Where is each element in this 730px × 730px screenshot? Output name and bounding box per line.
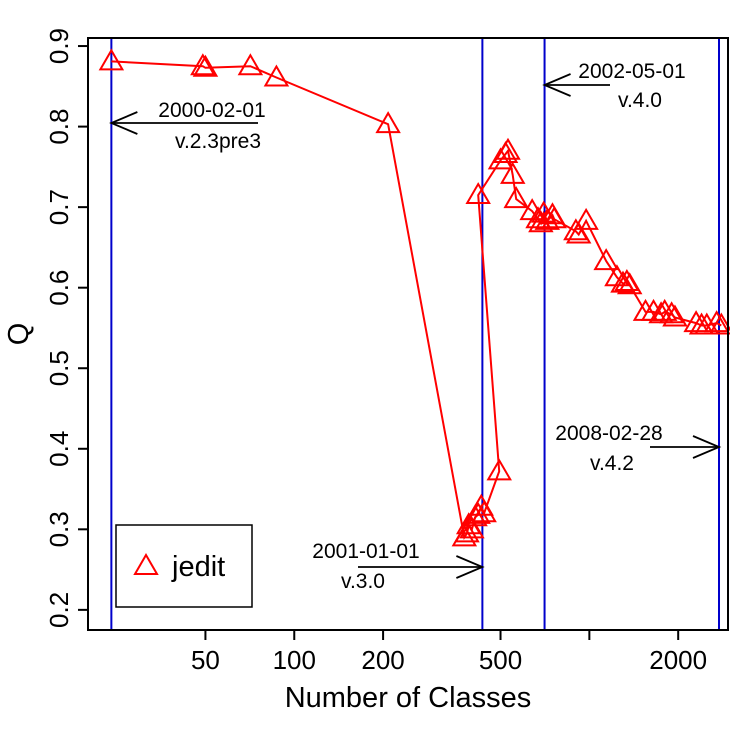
data-point [616,272,643,295]
release-version-label: v.3.0 [341,570,385,593]
data-point [471,500,497,523]
x-tick-label: 100 [273,645,316,675]
x-axis-label: Number of Classes [285,682,532,714]
x-tick-label: 200 [361,645,404,675]
release-lines: 2000-02-01 v.2.3pre3 2001-01-01 v.3.0 2002-0… [109,38,722,630]
x-tick-label: 2000 [649,645,707,675]
legend-label: jedit [171,551,225,583]
data-point [662,304,688,327]
data-point [573,207,599,230]
release-arrow-head [542,73,571,97]
data-point [651,298,678,321]
y-tick-label: 0.5 [44,350,74,386]
data-point [593,248,619,271]
release-arrow-head [692,435,722,459]
data-point [503,186,529,209]
data-point [694,312,720,335]
data-point [500,161,526,184]
release-version-label: v.2.3pre3 [175,130,261,153]
legend-marker-triangle [133,553,159,575]
x-tick-label: 50 [191,645,220,675]
data-point [703,310,730,333]
release-arrow-head [456,555,485,579]
y-tick-label: 0.2 [44,592,74,628]
plot-frame [87,37,729,631]
data-point [98,48,125,71]
data-point [534,207,560,230]
data-point [604,264,630,287]
y-tick-label: 0.9 [44,28,74,64]
data-point [192,54,219,77]
y-tick-label: 0.8 [44,109,74,145]
data-point [658,301,685,324]
y-tick-label: 0.6 [44,270,74,306]
release-version-label: v.4.0 [618,89,662,112]
series-jedit [98,48,730,547]
data-point [465,501,491,524]
y-tick-label: 0.4 [44,431,74,467]
data-point [465,182,491,205]
data-point [454,520,480,543]
data-point [237,53,264,76]
y-axis: 0.2 0.3 0.4 0.5 0.6 0.7 0.8 0.9 [44,28,88,628]
data-point [610,270,636,293]
release-date-label: 2000-02-01 [158,99,265,122]
data-point [541,206,567,229]
data-point [190,53,216,76]
data-point [708,312,730,335]
data-point [459,516,485,539]
release-version-label: v.4.2 [590,452,634,475]
legend: jedit [115,524,253,608]
data-point [565,221,592,244]
release-date-label: 2001-01-01 [312,540,419,563]
release-arrow-head [109,111,138,135]
data-point [375,111,401,134]
release-date-label: 2008-02-28 [555,422,662,445]
data-point [486,458,512,481]
y-tick-label: 0.3 [44,511,74,547]
y-tick-label: 0.7 [44,189,74,225]
data-point [263,64,290,87]
x-axis: 50 100 200 500 2000 [191,630,707,675]
x-tick-label: 500 [479,645,522,675]
release-date-label: 2002-05-01 [578,60,685,83]
data-point [495,137,521,160]
y-axis-label: Q [3,323,35,346]
